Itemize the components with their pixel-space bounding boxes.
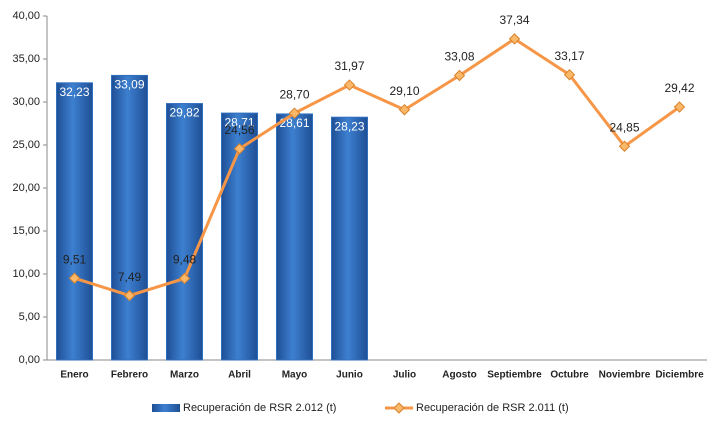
x-tick-label: Diciembre: [655, 370, 704, 381]
y-tick-label: 0,00: [19, 354, 40, 366]
bar: [111, 74, 148, 361]
marker: [398, 104, 411, 116]
x-tick-label: Julio: [393, 370, 416, 381]
x-tick-label: Enero: [60, 370, 88, 381]
bar-value-label: 33,09: [114, 78, 144, 92]
y-tick-label: 30,00: [12, 96, 40, 108]
x-tick-label: Septiembre: [487, 370, 542, 381]
y-tick-label: 10,00: [12, 268, 40, 280]
marker: [618, 140, 631, 152]
line-value-label: 37,34: [499, 13, 529, 27]
legend-swatch: [152, 404, 180, 412]
marker: [673, 101, 686, 113]
x-tick-label: Marzo: [170, 370, 199, 381]
y-tick-label: 20,00: [12, 182, 40, 194]
bar: [56, 82, 93, 361]
marker: [68, 272, 81, 284]
x-tick-label: Junio: [336, 370, 363, 381]
y-tick-label: 40,00: [12, 10, 40, 22]
line-value-label: 31,97: [334, 59, 364, 73]
y-tick-label: 35,00: [12, 53, 40, 65]
marker: [453, 69, 466, 82]
line-value-label: 33,08: [444, 50, 474, 64]
x-tick-label: Abril: [228, 370, 251, 381]
line-value-label: 29,42: [664, 81, 694, 95]
bar-value-label: 32,23: [59, 85, 89, 99]
y-tick-label: 5,00: [19, 311, 40, 323]
line-value-label: 9,51: [63, 252, 87, 266]
legend-label: Recuperación de RSR 2.012 (t): [183, 402, 336, 414]
line-value-label: 28,70: [279, 87, 309, 101]
y-tick-label: 25,00: [12, 139, 40, 151]
legend-label: Recuperación de RSR 2.011 (t): [416, 402, 569, 414]
marker: [508, 33, 521, 45]
bar-value-label: 29,82: [169, 106, 199, 120]
marker: [123, 289, 136, 302]
bar-value-label: 28,71: [224, 115, 254, 129]
line-value-label: 9,48: [173, 253, 197, 267]
x-tick-label: Agosto: [442, 370, 476, 381]
marker: [343, 79, 356, 91]
marker: [563, 69, 576, 81]
marker: [288, 107, 301, 119]
x-tick-label: Noviembre: [599, 370, 651, 381]
y-tick-label: 15,00: [12, 225, 40, 237]
line-value-label: 24,85: [609, 120, 639, 134]
line-value-label: 33,17: [554, 49, 584, 63]
bar-value-label: 28,23: [334, 119, 364, 133]
x-tick-label: Octubre: [550, 370, 589, 381]
line: [74, 37, 681, 298]
bar: [276, 113, 313, 361]
marker: [233, 143, 246, 155]
bar: [331, 116, 368, 361]
bar: [166, 103, 203, 361]
line-value-label: 24,56: [224, 123, 254, 137]
x-tick-label: Mayo: [282, 370, 308, 381]
line-value-label: 29,10: [389, 84, 419, 98]
line-value-label: 7,49: [118, 270, 142, 284]
legend-swatch: [393, 402, 405, 414]
marker: [178, 272, 191, 285]
x-tick-label: Febrero: [111, 370, 148, 381]
